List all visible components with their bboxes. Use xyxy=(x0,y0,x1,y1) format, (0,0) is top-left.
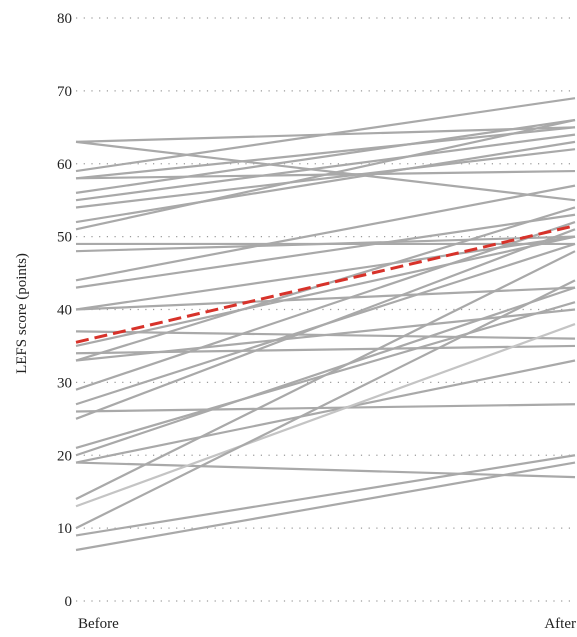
individual-series-line xyxy=(75,454,576,537)
y-tick-label: 10 xyxy=(57,521,72,537)
individual-series-line xyxy=(75,118,576,194)
individual-series-line xyxy=(75,235,576,348)
individual-series-line xyxy=(75,133,576,202)
y-tick-label: 80 xyxy=(57,11,72,27)
individual-series-line xyxy=(75,286,576,457)
y-tick-label: 30 xyxy=(57,375,72,391)
individual-series-line xyxy=(75,308,576,362)
individual-series-line xyxy=(75,140,576,202)
mean-series-line xyxy=(75,224,576,344)
individual-series-line xyxy=(75,323,576,508)
y-tick-label: 50 xyxy=(57,230,72,246)
individual-series-line xyxy=(75,118,576,231)
x-tick-label: Before xyxy=(78,616,119,632)
individual-series-line xyxy=(75,126,576,180)
individual-series-line xyxy=(75,279,576,530)
y-tick-label: 70 xyxy=(57,84,72,100)
individual-series-line xyxy=(75,359,576,464)
individual-series-line xyxy=(75,213,576,289)
individual-series-line xyxy=(75,235,576,253)
y-axis-label: LEFS score (points) xyxy=(14,253,30,374)
individual-series-line xyxy=(75,221,576,391)
series-lines xyxy=(75,97,576,552)
individual-series-line xyxy=(75,140,576,224)
y-tick-label: 60 xyxy=(57,157,72,173)
y-tick-label: 0 xyxy=(65,594,73,610)
y-axis-ticks: 0 10 20 30 40 50 60 70 80 xyxy=(57,11,72,610)
individual-series-line xyxy=(75,148,576,209)
y-tick-label: 40 xyxy=(57,303,72,319)
individual-series-line xyxy=(75,235,576,311)
gridlines xyxy=(76,17,575,602)
y-tick-label: 20 xyxy=(57,448,72,464)
individual-series-line xyxy=(75,403,576,413)
individual-series-line xyxy=(75,97,576,173)
individual-series-line xyxy=(75,461,576,479)
x-axis-ticks: Before After xyxy=(78,616,576,632)
individual-series-line xyxy=(75,250,576,500)
individual-series-line xyxy=(75,461,576,552)
x-tick-label: After xyxy=(544,616,576,632)
individual-series-line xyxy=(75,228,576,420)
individual-series-line xyxy=(75,184,576,282)
